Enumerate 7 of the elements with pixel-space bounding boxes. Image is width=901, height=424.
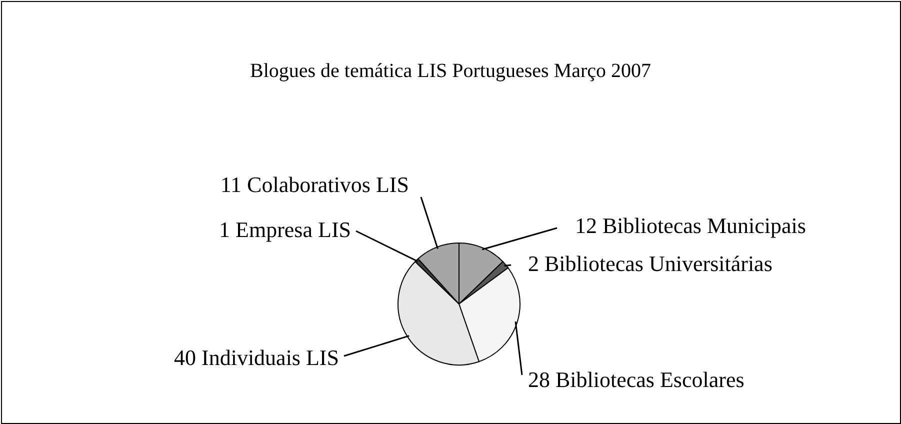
slice-label: 28 Bibliotecas Escolares <box>528 367 744 392</box>
slice-label: 11 Colaborativos LIS <box>220 172 409 197</box>
slice-label: 40 Individuais LIS <box>174 345 339 370</box>
slice-label: 12 Bibliotecas Municipais <box>575 213 806 238</box>
chart-title: Blogues de temática LIS Portugueses Março 2007 <box>250 60 652 82</box>
slice-label: 1 Empresa LIS <box>219 217 351 242</box>
slice-label: 2 Bibliotecas Universitárias <box>528 251 772 276</box>
